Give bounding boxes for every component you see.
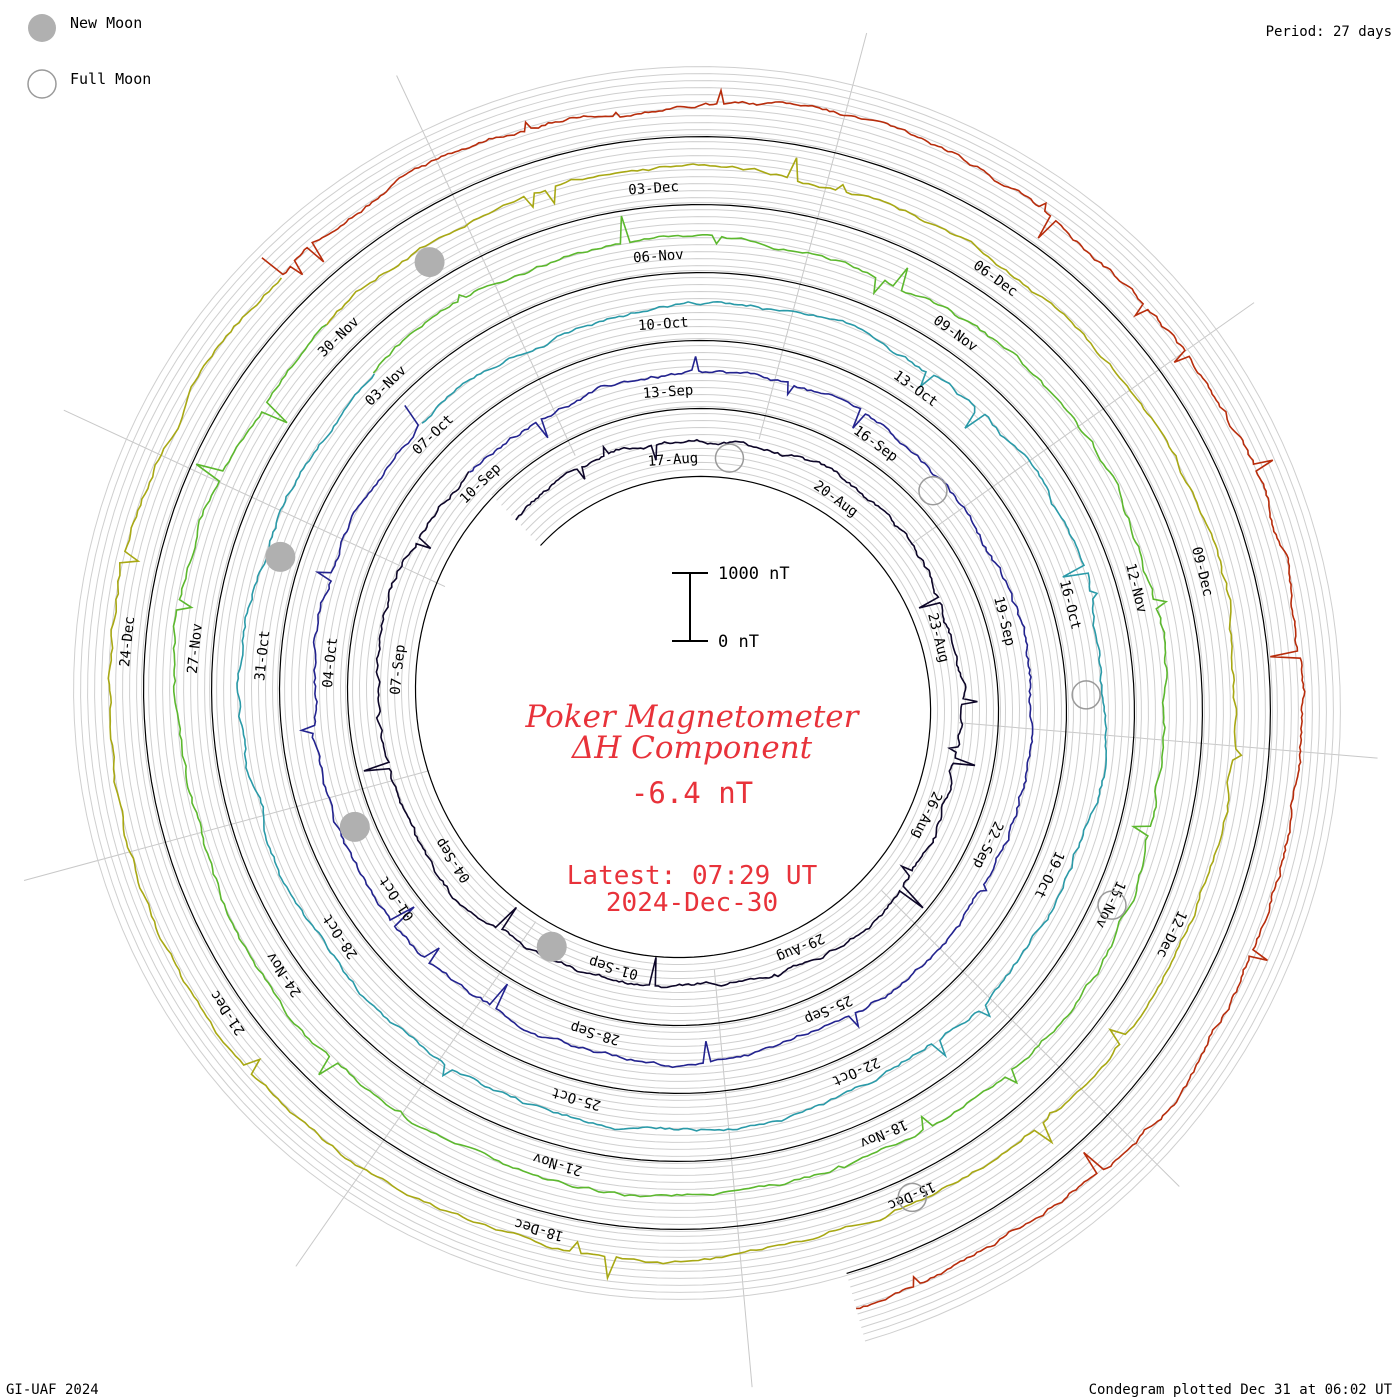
date-label: 23-Aug [924,611,952,664]
moon-markers [265,247,1127,1213]
date-label: 22-Sep [970,819,1006,871]
full-moon-marker [714,443,745,473]
date-label: 10-Oct [637,315,689,335]
polar-grid [23,32,1378,1388]
series-trace-07-Oct [236,300,1108,1132]
latest-time: Latest: 07:29 UT [567,861,818,891]
grid-spiral [80,73,1334,1335]
grid-spiral [101,94,1313,1315]
date-label: 31-Oct [252,630,273,682]
period-label: Period: 27 days [1265,24,1392,40]
current-value: -6.4 nT [631,776,753,810]
full-moon-marker [897,1182,927,1213]
date-label: 07-Sep [388,644,409,696]
date-label: 24-Nov [263,949,305,1000]
scale-bar-top-label: 1000 nT [718,564,790,584]
series-trace-10-Sep [298,356,1034,1069]
date-label: 06-Nov [633,247,685,267]
full-moon-icon [27,69,57,99]
grid-spiral [115,108,1299,1301]
latest-date: 2024-Dec-30 [606,888,778,918]
new-moon-marker [265,541,296,572]
grid-spoke [758,32,868,440]
new-moon-marker [536,931,567,962]
date-label: 28-Oct [320,911,362,962]
new-moon-legend-label: New Moon [70,14,143,32]
footer-credit: GI-UAF 2024 [6,1382,99,1398]
scale-bar-bottom-label: 0 nT [718,632,759,652]
date-label: 19-Oct [1031,848,1067,900]
plot-timestamp: Condegram plotted Dec 31 at 06:02 UT [1088,1382,1392,1398]
date-label: 16-Oct [1056,578,1084,631]
grid-spoke [713,968,753,1388]
new-moon-icon [28,14,56,42]
date-label: 24-Dec [117,616,138,668]
full-moon-legend-label: Full Moon [70,70,152,88]
date-label: 27-Nov [185,623,206,675]
new-moon-marker [414,247,445,278]
date-label: 26-Aug [908,789,944,841]
chart-title: Poker Magnetometer [525,699,861,735]
full-moon-marker [1097,890,1127,920]
scale-bar: 1000 nT 0 nT [672,564,790,652]
full-moon-marker [1071,680,1101,710]
grid-spiral [73,66,1341,1342]
grid-spiral [129,122,1285,1288]
reference-spiral [142,135,1272,1274]
series-trace-14-Aug [363,438,978,989]
grid-spoke [396,75,576,456]
series-traces [107,87,1306,1310]
new-moon-marker [339,811,370,842]
series-trace-03-Nov [172,215,1169,1198]
grid-spiral [94,87,1320,1322]
grid-spoke [295,921,537,1267]
date-label: 17-Aug [647,450,699,470]
series-trace-27-Dec [261,87,1306,1310]
grid-spiral [108,101,1306,1308]
grid-spoke [23,770,430,881]
date-label: 03-Dec [628,179,680,199]
series-trace-30-Nov [107,157,1243,1282]
full-moon-marker [918,476,948,506]
grid-spiral [87,80,1327,1328]
grid-spoke [881,890,1180,1187]
date-label: 04-Oct [320,637,341,689]
date-label: 13-Sep [642,382,694,402]
grid-spoke [63,409,446,588]
date-label: 12-Nov [1122,562,1150,615]
grid-spiral [122,115,1292,1295]
grid-spiral [136,129,1278,1281]
chart-subtitle: ΔH Component [571,730,813,766]
